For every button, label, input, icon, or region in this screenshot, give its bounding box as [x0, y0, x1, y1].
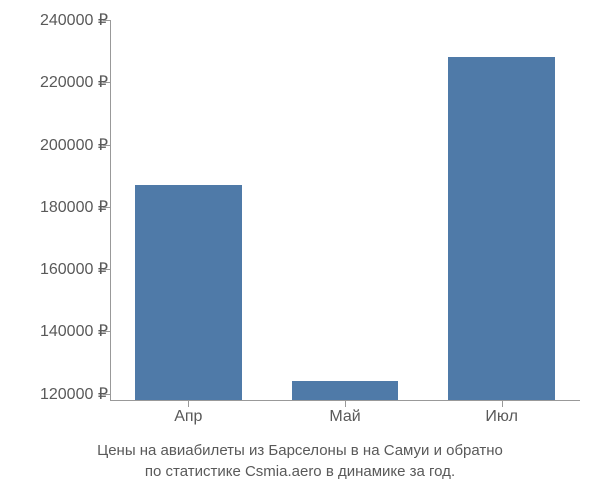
y-tick [103, 20, 110, 21]
y-tick-label: 240000 ₽ [40, 10, 108, 30]
chart-caption: Цены на авиабилеты из Барселоны в на Сам… [0, 440, 600, 482]
bar [135, 185, 242, 400]
y-tick-label: 180000 ₽ [40, 197, 108, 217]
caption-line-2: по статистике Csmia.aero в динамике за г… [0, 461, 600, 482]
y-tick-label: 160000 ₽ [40, 259, 108, 279]
x-tick [345, 400, 346, 407]
y-tick-label: 120000 ₽ [40, 384, 108, 404]
bar [448, 57, 555, 400]
bar [292, 381, 399, 400]
x-tick-label: Апр [174, 408, 202, 426]
y-tick-label: 140000 ₽ [40, 321, 108, 341]
y-tick [103, 82, 110, 83]
y-tick [103, 145, 110, 146]
bar-chart: 120000 ₽ 140000 ₽ 160000 ₽ 180000 ₽ 200000 ₽… [0, 0, 600, 500]
caption-line-1: Цены на авиабилеты из Барселоны в на Сам… [0, 440, 600, 461]
x-tick-label: Июл [485, 408, 517, 426]
x-tick-label: Май [329, 408, 360, 426]
y-tick [103, 331, 110, 332]
y-tick [103, 269, 110, 270]
plot-area [110, 20, 580, 400]
y-tick-label: 200000 ₽ [40, 135, 108, 155]
x-tick [188, 400, 189, 407]
x-tick [502, 400, 503, 407]
y-tick [103, 394, 110, 395]
y-tick [103, 207, 110, 208]
y-tick-label: 220000 ₽ [40, 72, 108, 92]
